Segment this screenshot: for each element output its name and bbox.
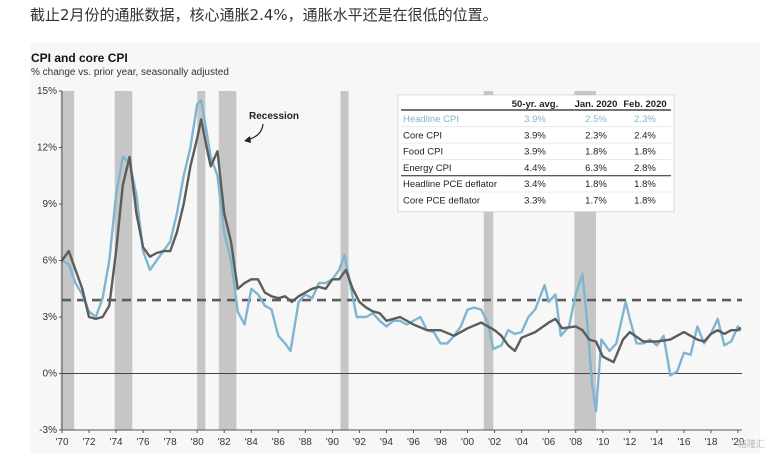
x-tick-label: '00 bbox=[461, 437, 474, 448]
x-tick-label: '08 bbox=[569, 437, 582, 448]
recession-band bbox=[483, 91, 494, 430]
x-tick-label: '80 bbox=[191, 437, 204, 448]
table-cell: 1.8% bbox=[634, 147, 656, 158]
table-row-label: Core CPI bbox=[403, 130, 442, 141]
table-cell: 2.8% bbox=[634, 163, 656, 174]
core-series-line bbox=[60, 118, 742, 364]
x-tick-label: '88 bbox=[299, 437, 312, 448]
table-row-label: Headline PCE deflator bbox=[403, 179, 497, 190]
chart-title: CPI and core CPI bbox=[31, 51, 128, 65]
table-cell: 1.7% bbox=[585, 196, 607, 207]
y-tick-label: -3% bbox=[39, 425, 57, 436]
y-tick-label: 12% bbox=[37, 143, 57, 154]
x-tick-label: '20 bbox=[731, 437, 744, 448]
table-cell: 1.8% bbox=[585, 179, 607, 190]
headline-series-line bbox=[60, 99, 742, 413]
x-tick-label: '10 bbox=[596, 437, 609, 448]
y-tick-label: 15% bbox=[37, 86, 57, 97]
recession-annotation: Recession bbox=[249, 111, 299, 122]
y-tick-label: 3% bbox=[43, 312, 58, 323]
table-cell: 1.8% bbox=[634, 179, 656, 190]
x-tick-label: '92 bbox=[353, 437, 366, 448]
x-tick-label: '74 bbox=[110, 437, 123, 448]
chart-subtitle: % change vs. prior year, seasonally adju… bbox=[31, 67, 229, 78]
table-cell: 3.9% bbox=[524, 130, 546, 141]
y-tick-label: 6% bbox=[43, 256, 58, 267]
x-tick-label: '70 bbox=[55, 437, 68, 448]
x-tick-label: '16 bbox=[677, 437, 690, 448]
x-tick-label: '94 bbox=[380, 437, 393, 448]
table-row-label: Core PCE deflator bbox=[403, 196, 480, 207]
table-cell: 3.3% bbox=[524, 196, 546, 207]
table-header: 50-yr. avg. bbox=[512, 99, 558, 110]
table-cell: 2.5% bbox=[585, 114, 607, 125]
recession-band bbox=[218, 91, 237, 430]
table-cell: 2.3% bbox=[585, 130, 607, 141]
recession-band bbox=[114, 91, 133, 430]
table-cell: 4.4% bbox=[524, 163, 546, 174]
y-tick-label: 9% bbox=[43, 199, 58, 210]
table-cell: 3.9% bbox=[524, 114, 546, 125]
x-tick-label: '90 bbox=[326, 437, 339, 448]
x-tick-label: '18 bbox=[704, 437, 717, 448]
table-header: Jan. 2020 bbox=[575, 99, 618, 110]
table-header: Feb. 2020 bbox=[623, 99, 666, 110]
y-tick-label: 0% bbox=[43, 369, 58, 380]
x-tick-label: '78 bbox=[164, 437, 177, 448]
table-row-label: Energy CPI bbox=[403, 163, 452, 174]
data-table bbox=[397, 94, 675, 213]
table-cell: 1.8% bbox=[634, 196, 656, 207]
x-tick-label: '84 bbox=[245, 437, 258, 448]
watermark: 格隆汇 bbox=[738, 439, 766, 449]
recession-band bbox=[197, 91, 206, 430]
x-tick-label: '14 bbox=[650, 437, 663, 448]
x-tick-label: '82 bbox=[218, 437, 231, 448]
x-tick-label: '02 bbox=[488, 437, 501, 448]
recession-band bbox=[60, 91, 75, 430]
table-cell: 6.3% bbox=[585, 163, 607, 174]
x-tick-label: '06 bbox=[542, 437, 555, 448]
x-tick-label: '98 bbox=[434, 437, 447, 448]
table-cell: 2.4% bbox=[634, 130, 656, 141]
x-tick-label: '96 bbox=[407, 437, 420, 448]
table-cell: 3.4% bbox=[524, 179, 546, 190]
table-cell: 2.3% bbox=[634, 114, 656, 125]
x-tick-label: '76 bbox=[137, 437, 150, 448]
x-tick-label: '86 bbox=[272, 437, 285, 448]
x-tick-label: '12 bbox=[623, 437, 636, 448]
table-cell: 3.9% bbox=[524, 147, 546, 158]
x-tick-label: '04 bbox=[515, 437, 528, 448]
table-row-label: Headline CPI bbox=[403, 114, 459, 125]
page-caption: 截止2月份的通胀数据，核心通胀2.4%，通胀水平还是在很低的位置。 bbox=[30, 6, 498, 24]
x-tick-label: '72 bbox=[83, 437, 96, 448]
table-row-label: Food CPI bbox=[403, 147, 443, 158]
annotation-arrow-head bbox=[244, 136, 251, 143]
table-cell: 1.8% bbox=[585, 147, 607, 158]
